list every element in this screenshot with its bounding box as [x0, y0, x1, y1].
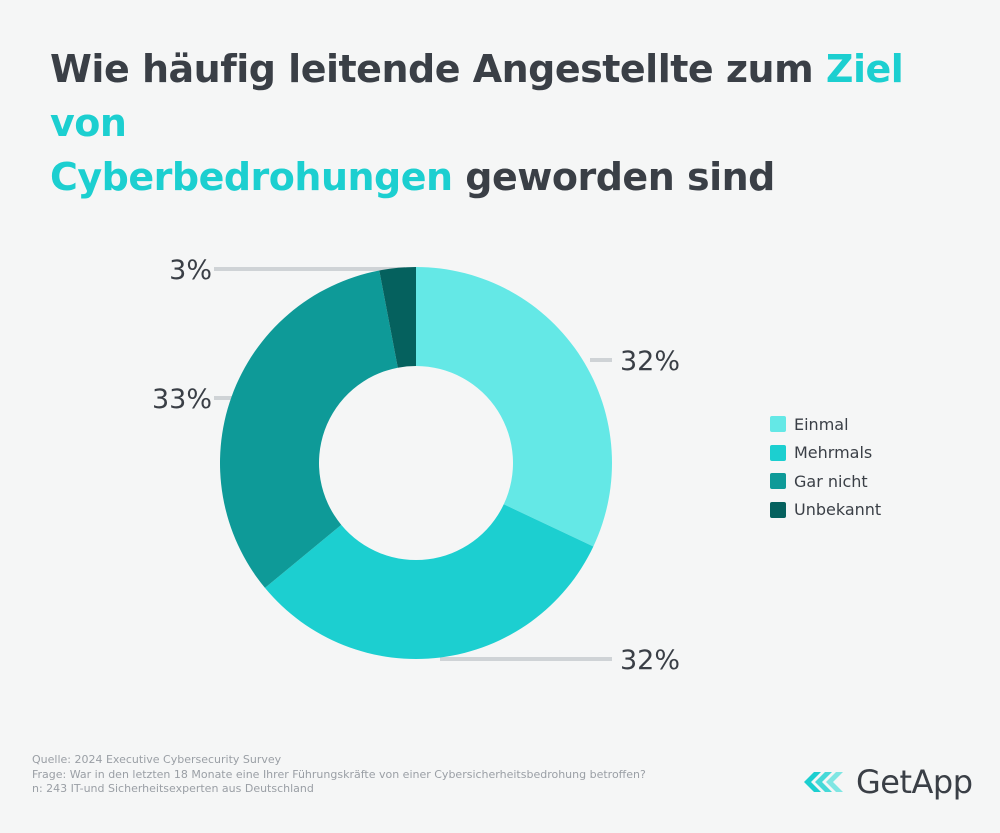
data-label: 33% — [152, 384, 212, 415]
donut-slice-mehrmals — [264, 504, 594, 659]
data-label: 32% — [620, 346, 680, 377]
title-part-2: geworden sind — [452, 155, 775, 199]
title-highlight-2: Cyberbedrohungen — [50, 155, 453, 199]
legend-item-unbekannt: Unbekannt — [770, 496, 881, 525]
legend-label: Mehrmals — [794, 443, 873, 463]
legend-item-einmal: Einmal — [770, 410, 881, 439]
data-label: 3% — [169, 255, 212, 286]
legend-swatch — [770, 444, 786, 461]
donut-slice-unbekannt — [379, 267, 416, 368]
legend: Einmal Mehrmals Gar nicht Unbekannt — [770, 410, 881, 524]
question-line: Frage: War in den letzten 18 Monate eine… — [32, 767, 646, 781]
donut-slice-gar-nicht — [219, 270, 398, 588]
legend-item-mehrmals: Mehrmals — [770, 439, 881, 468]
legend-label: Einmal — [794, 414, 849, 434]
getapp-logo: GetApp — [804, 763, 973, 801]
getapp-chevron-logo-icon — [804, 772, 843, 792]
data-label: 32% — [620, 645, 680, 676]
sample-line: n: 243 IT-und Sicherheitsexperten aus De… — [32, 782, 314, 795]
logo-text: GetApp — [856, 763, 973, 801]
source-notes: Quelle: 2024 Executive Cybersecurity Sur… — [32, 753, 646, 797]
donut-slice-einmal — [416, 267, 612, 547]
title-highlight-1: Ziel von — [50, 47, 904, 145]
source-line: Quelle: 2024 Executive Cybersecurity Sur… — [32, 753, 282, 766]
legend-swatch — [770, 416, 786, 433]
title-part-1: Wie häufig leitende Angestellte zum — [50, 47, 826, 91]
chart-title: Wie häufig leitende Angestellte zum Ziel… — [50, 42, 970, 204]
legend-swatch — [770, 501, 786, 518]
legend-swatch — [770, 473, 786, 490]
legend-label: Unbekannt — [794, 500, 882, 520]
legend-label: Gar nicht — [794, 471, 868, 491]
legend-item-gar-nicht: Gar nicht — [770, 467, 881, 496]
